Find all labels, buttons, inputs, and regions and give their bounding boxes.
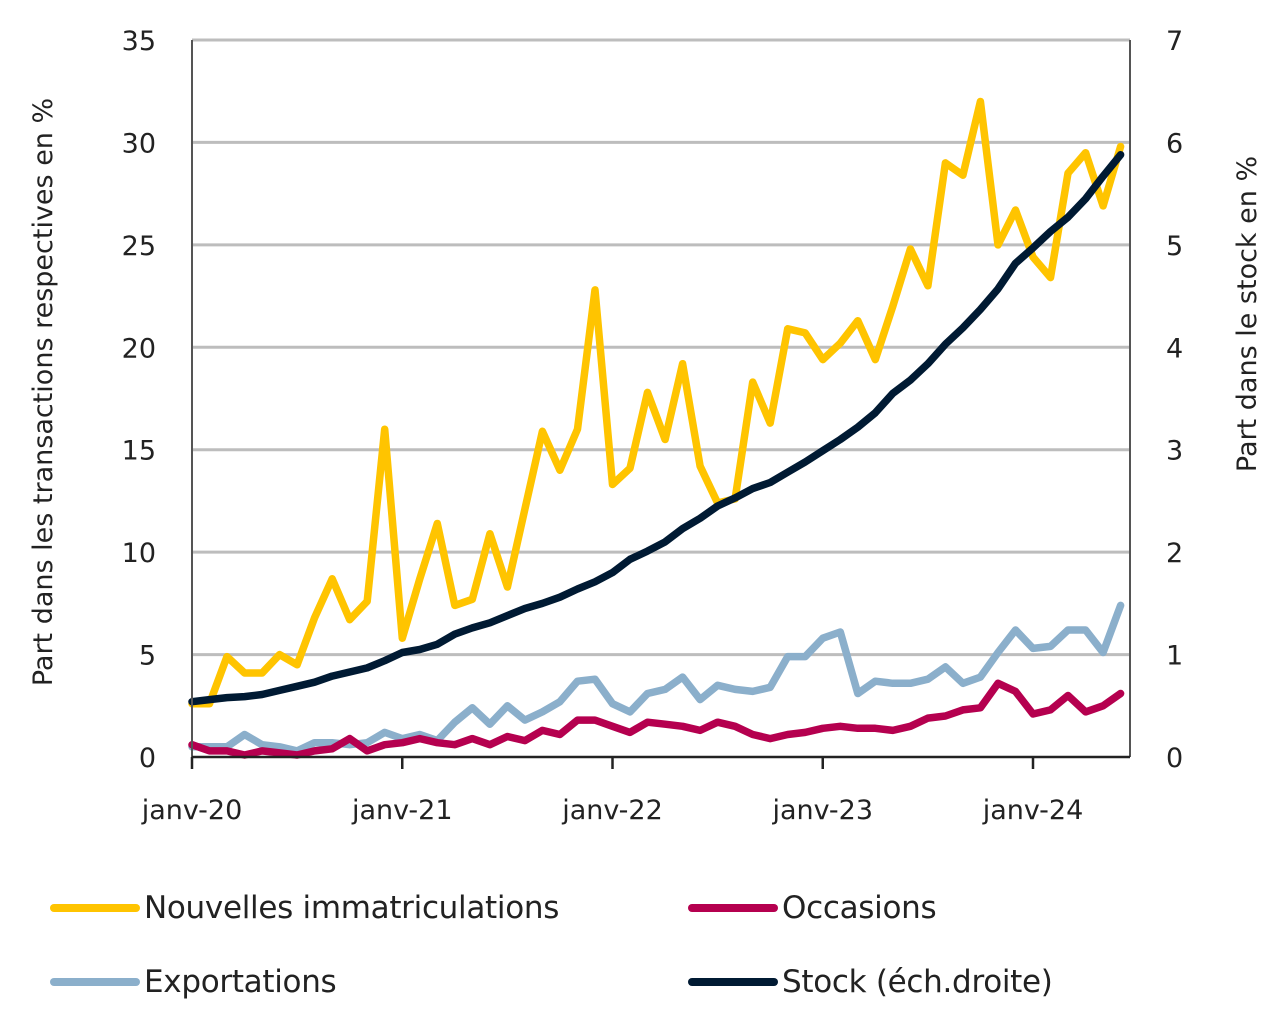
y2-tick-label: 1 bbox=[1166, 641, 1183, 672]
x-tick-label: janv-24 bbox=[982, 795, 1084, 826]
y2-tick-label: 4 bbox=[1166, 333, 1183, 364]
series-line-nouvelles-immatriculations-group bbox=[188, 97, 1125, 708]
legend-item-occasions[interactable]: Occasions bbox=[688, 890, 937, 926]
series-line-occasions-group bbox=[188, 679, 1125, 759]
y2-tick-label: 6 bbox=[1166, 128, 1183, 159]
y2-tick-label: 5 bbox=[1166, 231, 1183, 262]
x-tick-label: janv-22 bbox=[561, 795, 663, 826]
legend-swatch-yellow bbox=[50, 904, 140, 912]
series-line-occasions bbox=[188, 679, 1125, 759]
y2-tick-label: 0 bbox=[1166, 743, 1183, 774]
y-tick-label: 0 bbox=[139, 743, 156, 774]
legend-label: Occasions bbox=[782, 890, 937, 926]
legend-item-nouvelles-immatriculations[interactable]: Nouvelles immatriculations bbox=[50, 890, 559, 926]
series-line-nouvelles-immatriculations bbox=[188, 97, 1125, 708]
x-tick-label: janv-23 bbox=[771, 795, 873, 826]
left-axis-ticks: 0 5 10 15 20 25 30 35 bbox=[122, 26, 156, 774]
legend-swatch-navy bbox=[688, 978, 778, 986]
y-tick-label: 20 bbox=[122, 333, 156, 364]
legend-label: Stock (éch.droite) bbox=[782, 964, 1053, 1000]
axes bbox=[191, 40, 1131, 759]
x-tick-label: janv-20 bbox=[141, 795, 243, 826]
right-axis-ticks: 0 1 2 3 4 5 6 7 bbox=[1166, 26, 1183, 774]
gridlines bbox=[192, 38, 1130, 657]
right-axis-title: Part dans le stock en % bbox=[1232, 156, 1263, 472]
series-line-stock-ech-droite-group bbox=[188, 150, 1125, 706]
y-tick-label: 15 bbox=[122, 436, 156, 467]
legend-swatch-lightblue bbox=[50, 978, 140, 986]
y-tick-label: 25 bbox=[122, 231, 156, 262]
y-tick-label: 5 bbox=[139, 641, 156, 672]
y-tick-label: 30 bbox=[122, 128, 156, 159]
y2-tick-label: 2 bbox=[1166, 538, 1183, 569]
y-tick-label: 35 bbox=[122, 26, 156, 57]
y2-tick-label: 3 bbox=[1166, 436, 1183, 467]
series-layer bbox=[188, 97, 1125, 759]
y2-tick-label: 7 bbox=[1166, 26, 1183, 57]
legend-swatch-magenta bbox=[688, 904, 778, 912]
left-axis-title: Part dans les transactions respectives e… bbox=[28, 98, 59, 686]
x-tick-label: janv-21 bbox=[351, 795, 453, 826]
legend-label: Nouvelles immatriculations bbox=[144, 890, 560, 926]
legend-label: Exportations bbox=[144, 964, 337, 1000]
legend-item-stock[interactable]: Stock (éch.droite) bbox=[688, 964, 1053, 1000]
x-axis-ticks: janv-20 janv-21 janv-22 janv-23 janv-24 bbox=[141, 757, 1084, 826]
series-line-stock-ech-droite bbox=[188, 150, 1125, 706]
y-tick-label: 10 bbox=[122, 538, 156, 569]
legend-item-exportations[interactable]: Exportations bbox=[50, 964, 337, 1000]
